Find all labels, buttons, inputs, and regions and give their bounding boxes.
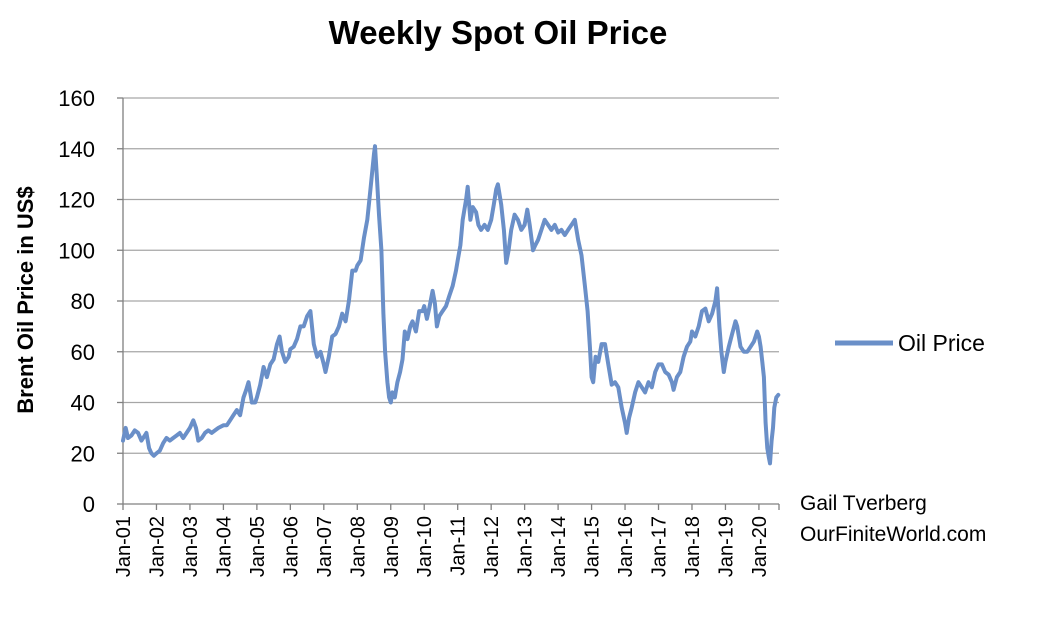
series-layer	[121, 144, 781, 466]
xtick-label-Jan-01: Jan-01	[113, 516, 135, 577]
gridlines	[117, 97, 780, 510]
credit-website: OurFiniteWorld.com	[800, 523, 986, 546]
series-line-oil-price	[121, 144, 781, 466]
xtick-label-Jan-17: Jan-17	[649, 516, 671, 577]
xtick-label-Jan-02: Jan-02	[146, 516, 168, 577]
xtick-label-Jan-08: Jan-08	[347, 516, 369, 577]
xtick-label-Jan-03: Jan-03	[180, 516, 202, 577]
credit-author: Gail Tverberg	[800, 492, 927, 515]
ytick-label-120: 120	[58, 188, 95, 213]
y-tick-labels: 0 20 40 60 80 100 120 140 160	[58, 86, 95, 517]
ytick-label-20: 20	[71, 441, 95, 466]
xtick-label-Jan-07: Jan-07	[314, 516, 336, 577]
legend-label-oil-price: Oil Price	[898, 330, 985, 356]
ytick-label-160: 160	[58, 86, 95, 111]
xtick-label-Jan-13: Jan-13	[515, 516, 537, 577]
xtick-label-Jan-19: Jan-19	[715, 516, 737, 577]
ytick-label-60: 60	[71, 340, 95, 365]
y-axis-label: Brent Oil Price in US$	[13, 186, 38, 413]
xtick-label-Jan-05: Jan-05	[247, 516, 269, 577]
ytick-label-0: 0	[83, 492, 95, 517]
xtick-label-Jan-06: Jan-06	[280, 516, 302, 577]
ytick-label-140: 140	[58, 137, 95, 162]
ytick-label-80: 80	[71, 289, 95, 314]
xtick-label-Jan-20: Jan-20	[749, 516, 771, 577]
xtick-label-Jan-11: Jan-11	[448, 516, 470, 576]
ytick-label-100: 100	[58, 238, 95, 263]
xtick-label-Jan-12: Jan-12	[481, 516, 503, 577]
chart-title: Weekly Spot Oil Price	[329, 14, 668, 51]
ytick-label-40: 40	[71, 391, 95, 416]
x-tick-labels: Jan-01 Jan-02 Jan-03 Jan-04 Jan-05 Jan-06 Jan-…	[113, 516, 771, 577]
xtick-label-Jan-09: Jan-09	[381, 516, 403, 577]
legend: Oil Price	[835, 330, 985, 356]
xtick-label-Jan-04: Jan-04	[213, 516, 235, 577]
xtick-label-Jan-10: Jan-10	[414, 516, 436, 577]
xtick-label-Jan-18: Jan-18	[682, 516, 704, 577]
xtick-label-Jan-14: Jan-14	[548, 516, 570, 577]
xtick-label-Jan-16: Jan-16	[615, 516, 637, 577]
xtick-label-Jan-15: Jan-15	[582, 516, 604, 577]
